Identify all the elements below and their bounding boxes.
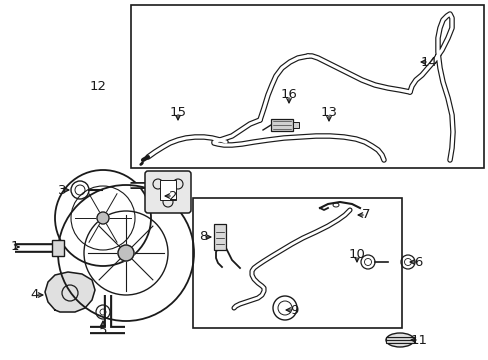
Text: 15: 15 — [169, 105, 186, 118]
Text: 9: 9 — [289, 303, 298, 316]
Circle shape — [118, 245, 134, 261]
Text: 16: 16 — [280, 89, 297, 102]
Bar — [193, 198, 401, 328]
Polygon shape — [45, 272, 95, 312]
Text: 13: 13 — [320, 107, 337, 120]
Text: 2: 2 — [168, 189, 177, 202]
Text: 4: 4 — [31, 288, 39, 302]
Bar — [52, 240, 64, 256]
Bar — [385, 337, 413, 343]
Bar — [292, 122, 298, 128]
Bar — [160, 180, 176, 200]
Text: 3: 3 — [58, 184, 66, 197]
Text: 7: 7 — [361, 208, 369, 221]
Ellipse shape — [385, 333, 413, 347]
Circle shape — [97, 212, 109, 224]
FancyBboxPatch shape — [145, 171, 191, 213]
Text: 12: 12 — [89, 81, 106, 94]
Text: 8: 8 — [199, 230, 207, 243]
Text: 14: 14 — [420, 55, 437, 68]
Text: 6: 6 — [413, 256, 421, 269]
Text: 5: 5 — [99, 324, 107, 337]
Bar — [214, 224, 225, 250]
Bar — [131, 5, 483, 168]
Bar — [270, 119, 292, 131]
Text: 10: 10 — [348, 248, 365, 261]
Text: 1: 1 — [11, 240, 19, 253]
Text: 11: 11 — [409, 333, 427, 346]
